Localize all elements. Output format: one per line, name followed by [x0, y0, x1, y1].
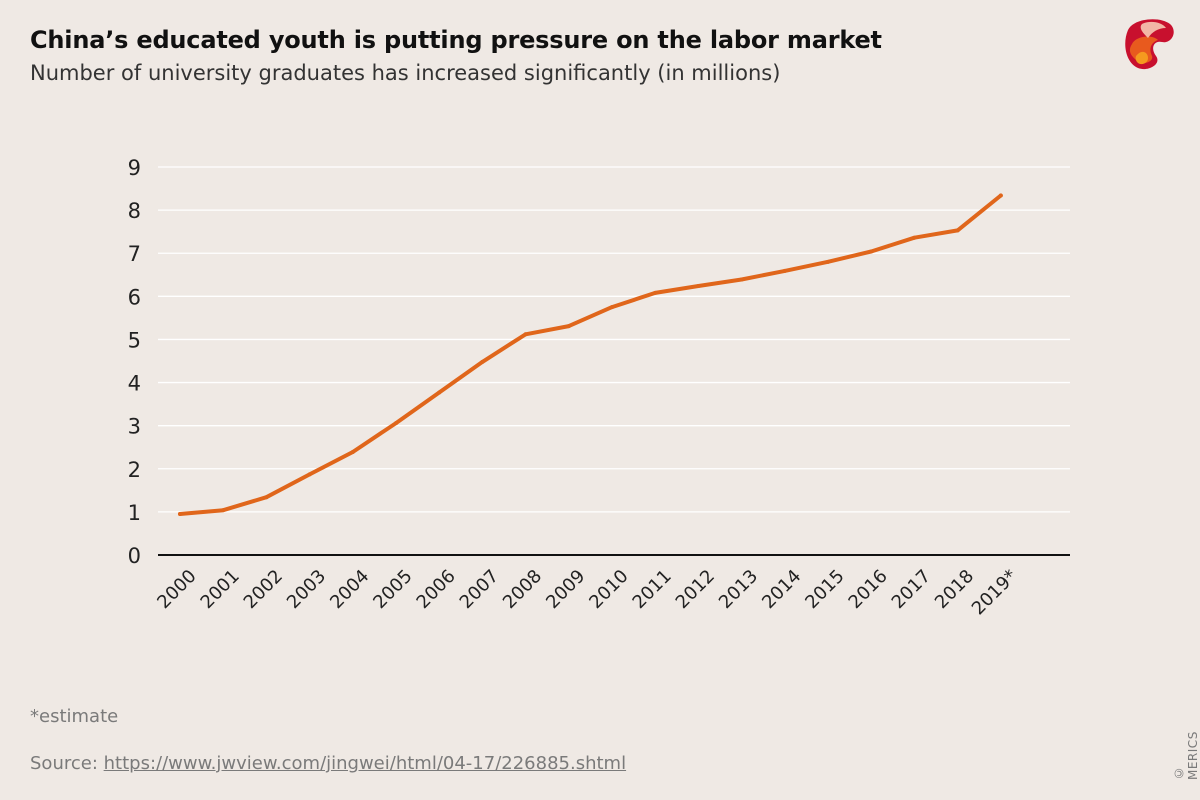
- chart-title: China’s educated youth is putting pressu…: [30, 26, 882, 54]
- x-tick-label: 2011: [629, 566, 676, 613]
- data-point: [437, 390, 442, 395]
- data-point: [610, 305, 614, 310]
- x-tick-label: 2016: [845, 566, 892, 613]
- y-tick-label: 8: [128, 199, 141, 223]
- x-tick-label: 2008: [499, 566, 546, 613]
- data-point: [264, 495, 269, 500]
- y-tick-label: 0: [128, 544, 141, 568]
- data-point: [869, 249, 874, 254]
- x-tick-label: 2004: [326, 566, 373, 613]
- data-point: [998, 193, 1003, 198]
- y-axis-tick-labels: 0 1 2 3 4 5 6 7 8 9: [128, 156, 141, 568]
- data-point: [696, 283, 701, 288]
- x-tick-label: 2010: [585, 566, 632, 613]
- y-tick-label: 9: [128, 156, 141, 180]
- x-tick-label: 2001: [197, 566, 244, 613]
- y-tick-label: 2: [128, 458, 141, 482]
- merics-logo-icon: [1125, 19, 1174, 70]
- data-points: [178, 193, 1003, 517]
- copyright-text: © MERICS: [1172, 731, 1200, 780]
- data-point: [523, 332, 528, 337]
- footnote: *estimate: [30, 706, 119, 727]
- x-tick-label: 2003: [283, 566, 330, 613]
- data-point: [826, 259, 830, 264]
- x-tick-label: 2006: [413, 566, 460, 613]
- data-point: [955, 228, 960, 233]
- data-point: [221, 508, 226, 513]
- x-tick-label: 2015: [801, 566, 848, 613]
- data-point: [178, 512, 182, 517]
- x-tick-label: 2017: [888, 566, 935, 613]
- x-tick-label: 2005: [369, 566, 416, 613]
- x-tick-label: 2014: [758, 566, 805, 613]
- data-point: [350, 449, 355, 454]
- y-tick-label: 3: [128, 415, 141, 439]
- gridlines: [158, 166, 1070, 513]
- data-point: [480, 359, 485, 364]
- x-tick-label: 2002: [240, 566, 287, 613]
- data-point: [782, 268, 787, 273]
- y-tick-label: 1: [128, 501, 141, 525]
- x-tick-label: 2000: [153, 566, 200, 613]
- data-point: [307, 472, 312, 477]
- source-note: Source: https://www.jwview.com/jingwei/h…: [30, 753, 626, 774]
- y-tick-label: 6: [128, 285, 141, 309]
- x-tick-label: 2013: [715, 566, 762, 613]
- y-tick-label: 4: [128, 372, 141, 396]
- source-link[interactable]: https://www.jwview.com/jingwei/html/04-1…: [103, 753, 627, 774]
- data-point: [653, 290, 658, 295]
- x-tick-label: 2009: [542, 566, 589, 613]
- x-tick-label: 2019*: [968, 566, 1022, 620]
- y-tick-label: 5: [128, 328, 141, 352]
- x-tick-label: 2012: [672, 566, 719, 613]
- data-point: [739, 277, 744, 282]
- x-tick-label: 2007: [456, 566, 503, 613]
- data-point: [912, 235, 917, 240]
- y-tick-label: 7: [128, 242, 141, 266]
- series-line-graduates: [178, 193, 1003, 516]
- x-axis-tick-labels: 2000200120022003200420052006200720082009…: [153, 566, 1021, 620]
- source-label: Source:: [30, 753, 98, 774]
- data-point: [394, 421, 398, 426]
- chart-subtitle: Number of university graduates has incre…: [30, 61, 781, 85]
- data-point: [566, 324, 571, 329]
